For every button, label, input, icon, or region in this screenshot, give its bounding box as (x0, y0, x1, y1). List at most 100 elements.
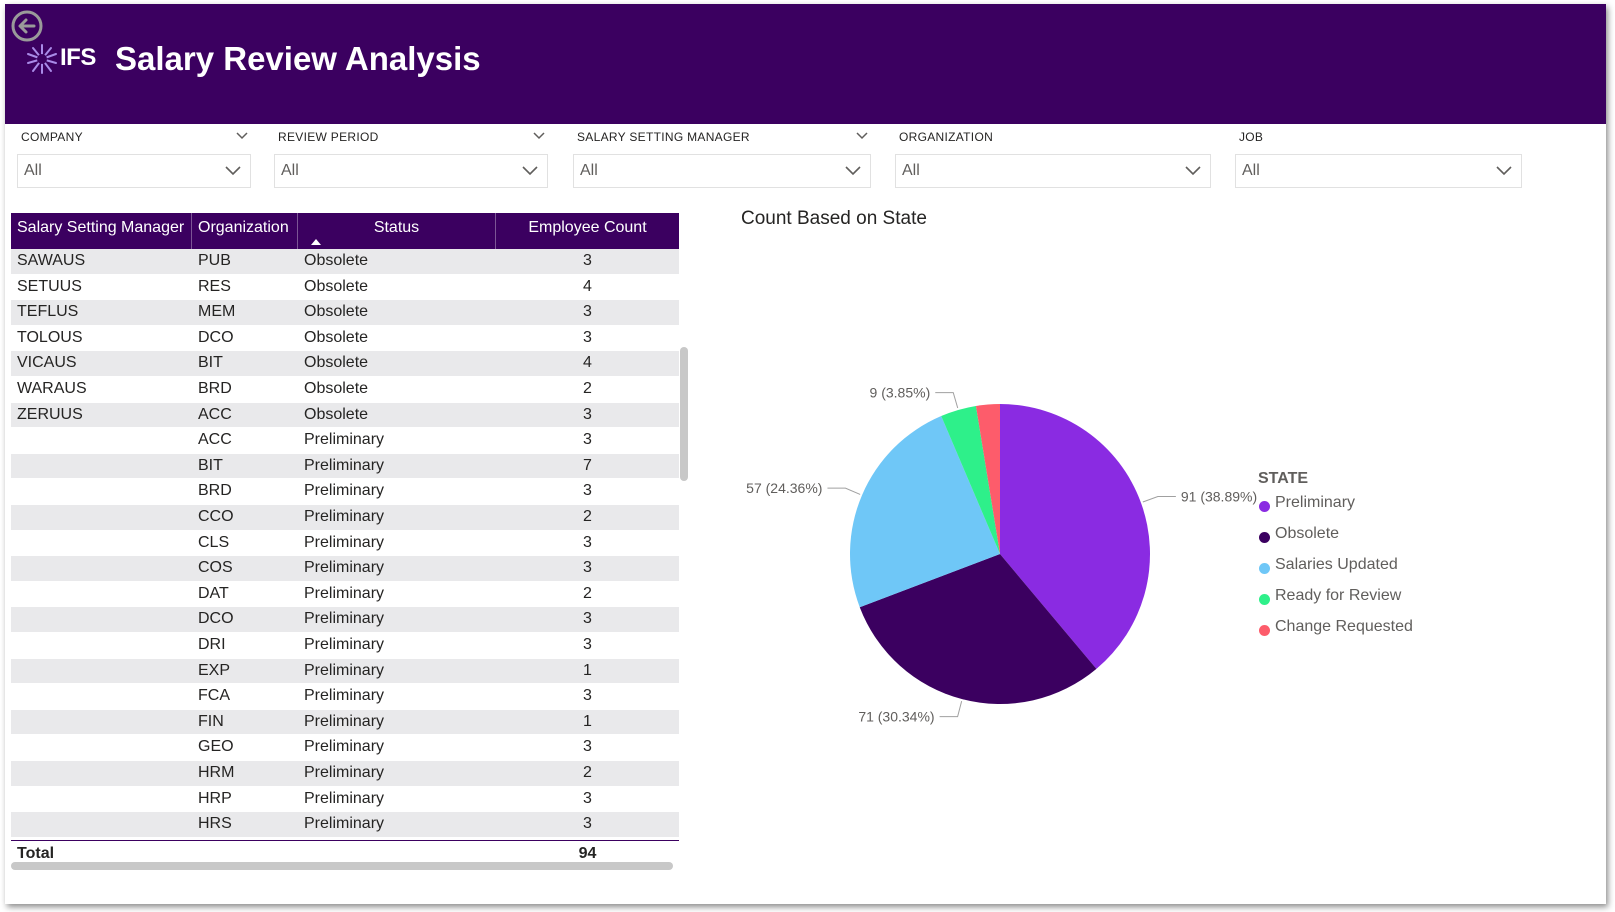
table-cell: Preliminary (304, 559, 385, 577)
table-cell: Preliminary (304, 738, 385, 756)
table-body: SAWAUS PUB Obsolete 3 SETUUS RES Obsolete 4 TEFL… (11, 249, 679, 840)
sort-ascending-icon (311, 239, 321, 245)
table-cell: 3 (583, 533, 592, 551)
legend-item[interactable]: Obsolete (1255, 525, 1339, 556)
table-cell: SETUUS (17, 277, 82, 295)
table-cell: Preliminary (304, 533, 385, 551)
table-cell: 3 (583, 328, 592, 346)
company-slicer: COMPANY All (17, 127, 251, 189)
organization-dropdown[interactable]: All (895, 154, 1211, 188)
table-cell: FCA (198, 687, 230, 705)
salary-setting-manager-slicer: SALARY SETTING MANAGER All (573, 127, 871, 189)
table-horizontal-scrollbar[interactable] (11, 862, 673, 870)
back-arrow-icon[interactable] (11, 10, 43, 42)
table-row[interactable]: FCA Preliminary 3 (11, 684, 679, 710)
table-row[interactable]: BIT Preliminary 7 (11, 453, 679, 480)
chevron-down-icon[interactable] (855, 128, 869, 142)
total-label: Total (17, 845, 55, 862)
table-row[interactable]: CLS Preliminary 3 (11, 530, 679, 557)
table-row[interactable]: HRS Preliminary 3 (11, 812, 679, 838)
table-cell: Obsolete (304, 405, 369, 423)
table-row[interactable]: COS Preliminary 3 (11, 556, 679, 582)
table-cell: MEM (198, 303, 236, 321)
slicer-value: All (580, 162, 598, 179)
logo-text: IFS (60, 44, 96, 71)
table-row[interactable]: ACC Preliminary 3 (11, 428, 679, 454)
table-row[interactable]: ZERUUS ACC Obsolete 3 (11, 402, 679, 429)
review-period-slicer: REVIEW PERIOD All (274, 127, 548, 189)
legend-label: Preliminary (1275, 494, 1356, 511)
pie-slice[interactable] (859, 554, 1097, 704)
pie-slice[interactable] (975, 404, 1000, 554)
column-header-status[interactable]: Status (298, 213, 496, 249)
table-cell: 3 (583, 431, 592, 449)
pie-slice[interactable] (850, 416, 1000, 608)
table-cell: DCO (198, 328, 234, 346)
table-row[interactable]: TOLOUS DCO Obsolete 3 (11, 325, 679, 352)
table-cell: 3 (583, 482, 592, 500)
legend-swatch (1259, 563, 1270, 574)
leader-line (935, 392, 959, 409)
table-row[interactable]: VICAUS BIT Obsolete 4 (11, 351, 679, 377)
table-row[interactable]: EXP Preliminary 1 (11, 658, 679, 685)
company-dropdown[interactable]: All (17, 154, 251, 188)
pie-slice[interactable] (1000, 404, 1150, 669)
chevron-down-icon[interactable] (235, 128, 249, 142)
page-title: Salary Review Analysis (115, 40, 481, 77)
job-dropdown[interactable]: All (1235, 154, 1522, 188)
table-row[interactable]: DRI Preliminary 3 (11, 633, 679, 659)
table-cell: 1 (583, 661, 592, 679)
table-row[interactable]: GEO Preliminary 3 (11, 735, 679, 761)
job-slicer: JOB All (1235, 127, 1522, 189)
ifs-logo: IFS (25, 42, 97, 78)
review-period-dropdown[interactable]: All (274, 154, 548, 188)
legend-swatch (1259, 532, 1270, 543)
table-row[interactable]: HRM Preliminary 2 (11, 761, 679, 787)
table-row[interactable]: SETUUS RES Obsolete 4 (11, 274, 679, 301)
chart-title: Count Based on State (741, 208, 927, 229)
slicer-label: JOB (1239, 130, 1264, 144)
table-row[interactable]: DCO Preliminary 3 (11, 607, 679, 633)
column-header-manager[interactable]: Salary Setting Manager (11, 213, 192, 249)
table-cell: WARAUS (17, 380, 87, 397)
table-cell: Preliminary (304, 610, 385, 628)
table-row[interactable]: TEFLUS MEM Obsolete 3 (11, 300, 679, 326)
chevron-down-icon[interactable] (532, 128, 546, 142)
ifs-logo-icon (27, 44, 57, 74)
table-row[interactable]: HRP Preliminary 3 (11, 786, 679, 813)
slicer-value: All (902, 162, 920, 179)
slicer-label: ORGANIZATION (899, 130, 994, 144)
slicer-value: All (24, 162, 42, 179)
table-cell: Preliminary (304, 789, 385, 807)
table-cell: Preliminary (304, 687, 385, 705)
salary-setting-manager-dropdown[interactable]: All (573, 154, 871, 188)
table-cell: 3 (583, 738, 592, 756)
pie-slice[interactable] (941, 405, 1000, 554)
table-row[interactable]: CCO Preliminary 2 (11, 505, 679, 531)
table-vertical-scrollbar[interactable] (680, 347, 688, 481)
legend-item[interactable]: Salaries Updated (1255, 556, 1398, 587)
table-cell: 3 (583, 789, 592, 807)
legend-item[interactable]: Ready for Review (1255, 587, 1401, 618)
table-cell: 3 (583, 687, 592, 705)
table-cell: 3 (583, 610, 592, 628)
table-cell: Preliminary (304, 636, 385, 653)
table-row[interactable]: FIN Preliminary 1 (11, 709, 679, 736)
column-header-organization[interactable]: Organization (192, 213, 298, 249)
legend-item[interactable]: Change Requested (1255, 618, 1413, 649)
legend-swatch (1259, 501, 1270, 512)
table-row[interactable]: SAWAUS PUB Obsolete 3 (11, 249, 679, 275)
table-cell: TOLOUS (17, 328, 83, 346)
table-cell: Preliminary (304, 712, 385, 730)
legend-item[interactable]: Preliminary (1255, 494, 1355, 525)
table-cell: Preliminary (304, 661, 385, 679)
table-total-row: Total 94 (11, 840, 679, 867)
table-row[interactable]: WARAUS BRD Obsolete 2 (11, 377, 679, 403)
table-row[interactable]: DAT Preliminary 2 (11, 581, 679, 608)
column-header-employee-count[interactable]: Employee Count (528, 219, 647, 236)
table-row[interactable]: BRD Preliminary 3 (11, 479, 679, 505)
table-cell: 2 (583, 584, 592, 602)
table-cell: Obsolete (304, 303, 369, 321)
table-cell: CLS (198, 533, 230, 551)
table-cell: DRI (198, 636, 226, 653)
